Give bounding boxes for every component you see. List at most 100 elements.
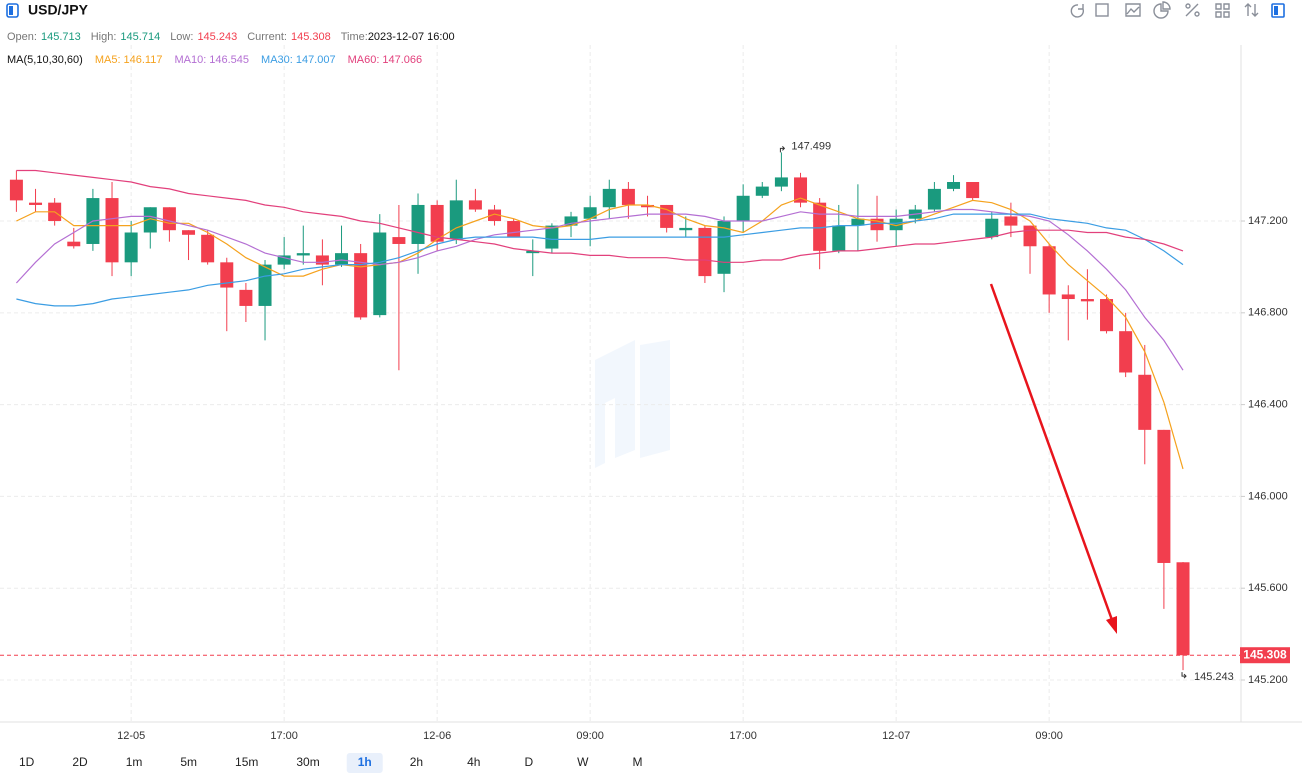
timeframe-button[interactable]: 1D — [8, 753, 45, 773]
candle-body — [851, 218, 865, 226]
timeframe-button[interactable]: 1h — [346, 753, 383, 773]
candle-body — [162, 207, 176, 231]
candle-body — [373, 232, 387, 316]
timeframe-label[interactable]: D — [524, 755, 533, 769]
info-text: 147.066 — [382, 54, 422, 66]
info-text: 146.545 — [209, 54, 249, 66]
candle-body — [564, 216, 578, 226]
info-text: MA10: — [174, 54, 206, 66]
candle-body — [545, 225, 559, 249]
timeframe-button[interactable]: 4h — [456, 753, 491, 773]
high-marker — [779, 146, 786, 153]
ma-line — [16, 169, 1184, 263]
candle-body — [774, 177, 788, 187]
candle-body — [143, 207, 157, 233]
candle-body — [947, 182, 961, 189]
info-text: MA5: — [95, 54, 121, 66]
arrow-head — [1106, 616, 1117, 634]
timeframe-button[interactable]: 5m — [169, 753, 208, 773]
candle-body — [182, 230, 196, 235]
timeframe-button[interactable]: 2h — [399, 753, 434, 773]
info-text: 2023-12-07 16:00 — [368, 31, 455, 43]
timeframe-button[interactable]: 2D — [61, 753, 98, 773]
candle-body — [1004, 216, 1018, 226]
candle-body — [220, 262, 234, 288]
info-text: 145.243 — [197, 31, 237, 43]
ma-line — [16, 213, 1184, 307]
draw-icon[interactable] — [1095, 3, 1109, 17]
candle-body — [1100, 299, 1114, 332]
x-tick-label: 17:00 — [729, 730, 757, 742]
y-tick-label: 146.400 — [1248, 399, 1288, 411]
sort-icon[interactable] — [1244, 3, 1259, 17]
x-tick-label: 09:00 — [576, 730, 604, 742]
candle-body — [1023, 225, 1037, 247]
refresh-icon[interactable] — [1070, 4, 1085, 18]
timeframe-label[interactable]: 1D — [19, 755, 35, 769]
symbol-icon-fill — [9, 6, 13, 15]
timeframe-button[interactable]: 30m — [285, 753, 330, 773]
timeframe-button[interactable]: 1m — [115, 753, 154, 773]
timeframe-label[interactable]: M — [632, 755, 642, 769]
timeframe-button[interactable]: M — [621, 753, 653, 773]
panel-icon[interactable] — [1271, 3, 1285, 18]
timeframe-label[interactable]: 15m — [235, 755, 258, 769]
timeframe-label[interactable]: 4h — [467, 755, 480, 769]
candle-body — [1176, 562, 1190, 656]
info-text: 147.007 — [296, 54, 336, 66]
timeframe-label[interactable]: W — [577, 755, 589, 769]
timeframe-label[interactable]: 2h — [410, 755, 423, 769]
timeframe-label[interactable]: 1h — [358, 755, 372, 769]
info-text: 145.308 — [291, 31, 331, 43]
plot-area: 145.200 145.600 146.000 146.400 146.800 147.2… — [0, 45, 1302, 742]
x-tick-label: 17:00 — [270, 730, 298, 742]
candle-body — [870, 218, 884, 231]
low-marker — [1181, 672, 1187, 679]
watermark-logo — [595, 340, 670, 468]
candle-body — [832, 225, 846, 251]
candle-body — [488, 209, 502, 222]
candle-body — [1061, 294, 1075, 300]
timeframe-button[interactable]: D — [513, 753, 544, 773]
timeframe-label[interactable]: 5m — [180, 755, 197, 769]
y-tick-label: 146.800 — [1248, 307, 1288, 319]
info-text: 146.117 — [124, 54, 163, 66]
candle-body — [124, 232, 138, 263]
candle-body — [736, 195, 750, 222]
timeframe-label[interactable]: 30m — [296, 755, 319, 769]
current-price-tag — [1240, 647, 1290, 664]
current-price-label: 145.308 — [1243, 647, 1287, 661]
ma-line — [16, 197, 1184, 470]
ma-line — [15, 208, 1184, 371]
candle-body — [258, 264, 272, 306]
info-text: Open: — [7, 31, 37, 43]
timeframe-label[interactable]: 1m — [126, 755, 143, 769]
percent-icon[interactable] — [1185, 3, 1200, 17]
x-tick-label: 12-06 — [423, 730, 451, 742]
high-label: 147.499 — [791, 140, 831, 152]
timeframe-button[interactable]: W — [566, 753, 599, 773]
candle-body — [641, 204, 655, 208]
timeframe-button[interactable]: 15m — [224, 753, 269, 773]
x-tick-label: 12-07 — [882, 730, 910, 742]
timeframe-label[interactable]: 2D — [72, 755, 88, 769]
candle-body — [698, 227, 712, 277]
candle-body — [526, 250, 540, 254]
candle-body — [9, 179, 23, 201]
symbol: USD/JPY — [28, 2, 89, 18]
layout-icon[interactable] — [1215, 3, 1230, 18]
candle-body — [449, 200, 463, 240]
candle-body — [354, 253, 368, 318]
candle-body — [315, 255, 329, 265]
candle-body — [602, 188, 616, 208]
pie-icon[interactable] — [1153, 1, 1171, 19]
watermark — [595, 340, 670, 468]
y-tick-label: 146.000 — [1248, 490, 1288, 502]
candle-body — [679, 227, 693, 231]
indicator-icon[interactable] — [1125, 3, 1141, 17]
candle-body — [1138, 374, 1152, 430]
candle-body — [583, 207, 597, 219]
candle-body — [1080, 299, 1094, 302]
candle-body — [794, 177, 808, 203]
